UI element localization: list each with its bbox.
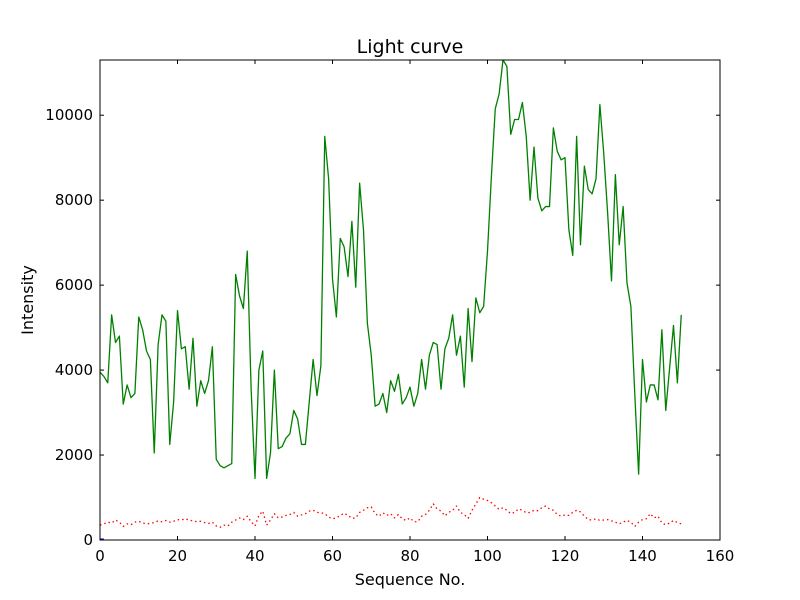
x-tick-label: 80 <box>400 547 419 565</box>
x-tick-label: 140 <box>628 547 657 565</box>
y-tick-label: 6000 <box>55 276 93 294</box>
x-tick-label: 60 <box>323 547 342 565</box>
x-axis-label: Sequence No. <box>355 570 466 589</box>
series-layer <box>100 60 682 540</box>
y-axis-label: Intensity <box>18 265 37 335</box>
x-tick-label: 40 <box>245 547 264 565</box>
y-tick-label: 8000 <box>55 191 93 209</box>
y-tick-label: 2000 <box>55 446 93 464</box>
ticks-layer: 0 20 40 60 80 100 120 140 160 0 2000 4000 6000 8000 10… <box>45 60 734 565</box>
y-tick-label: 10000 <box>45 106 93 124</box>
x-tick-label: 120 <box>551 547 580 565</box>
chart-title: Light curve <box>357 36 464 58</box>
x-tick-label: 100 <box>473 547 502 565</box>
x-tick-label: 0 <box>95 547 105 565</box>
series-line-1 <box>100 60 682 480</box>
x-tick-label: 20 <box>168 547 187 565</box>
y-tick-label: 0 <box>83 531 93 549</box>
x-tick-label: 160 <box>706 547 735 565</box>
y-tick-label: 4000 <box>55 361 93 379</box>
